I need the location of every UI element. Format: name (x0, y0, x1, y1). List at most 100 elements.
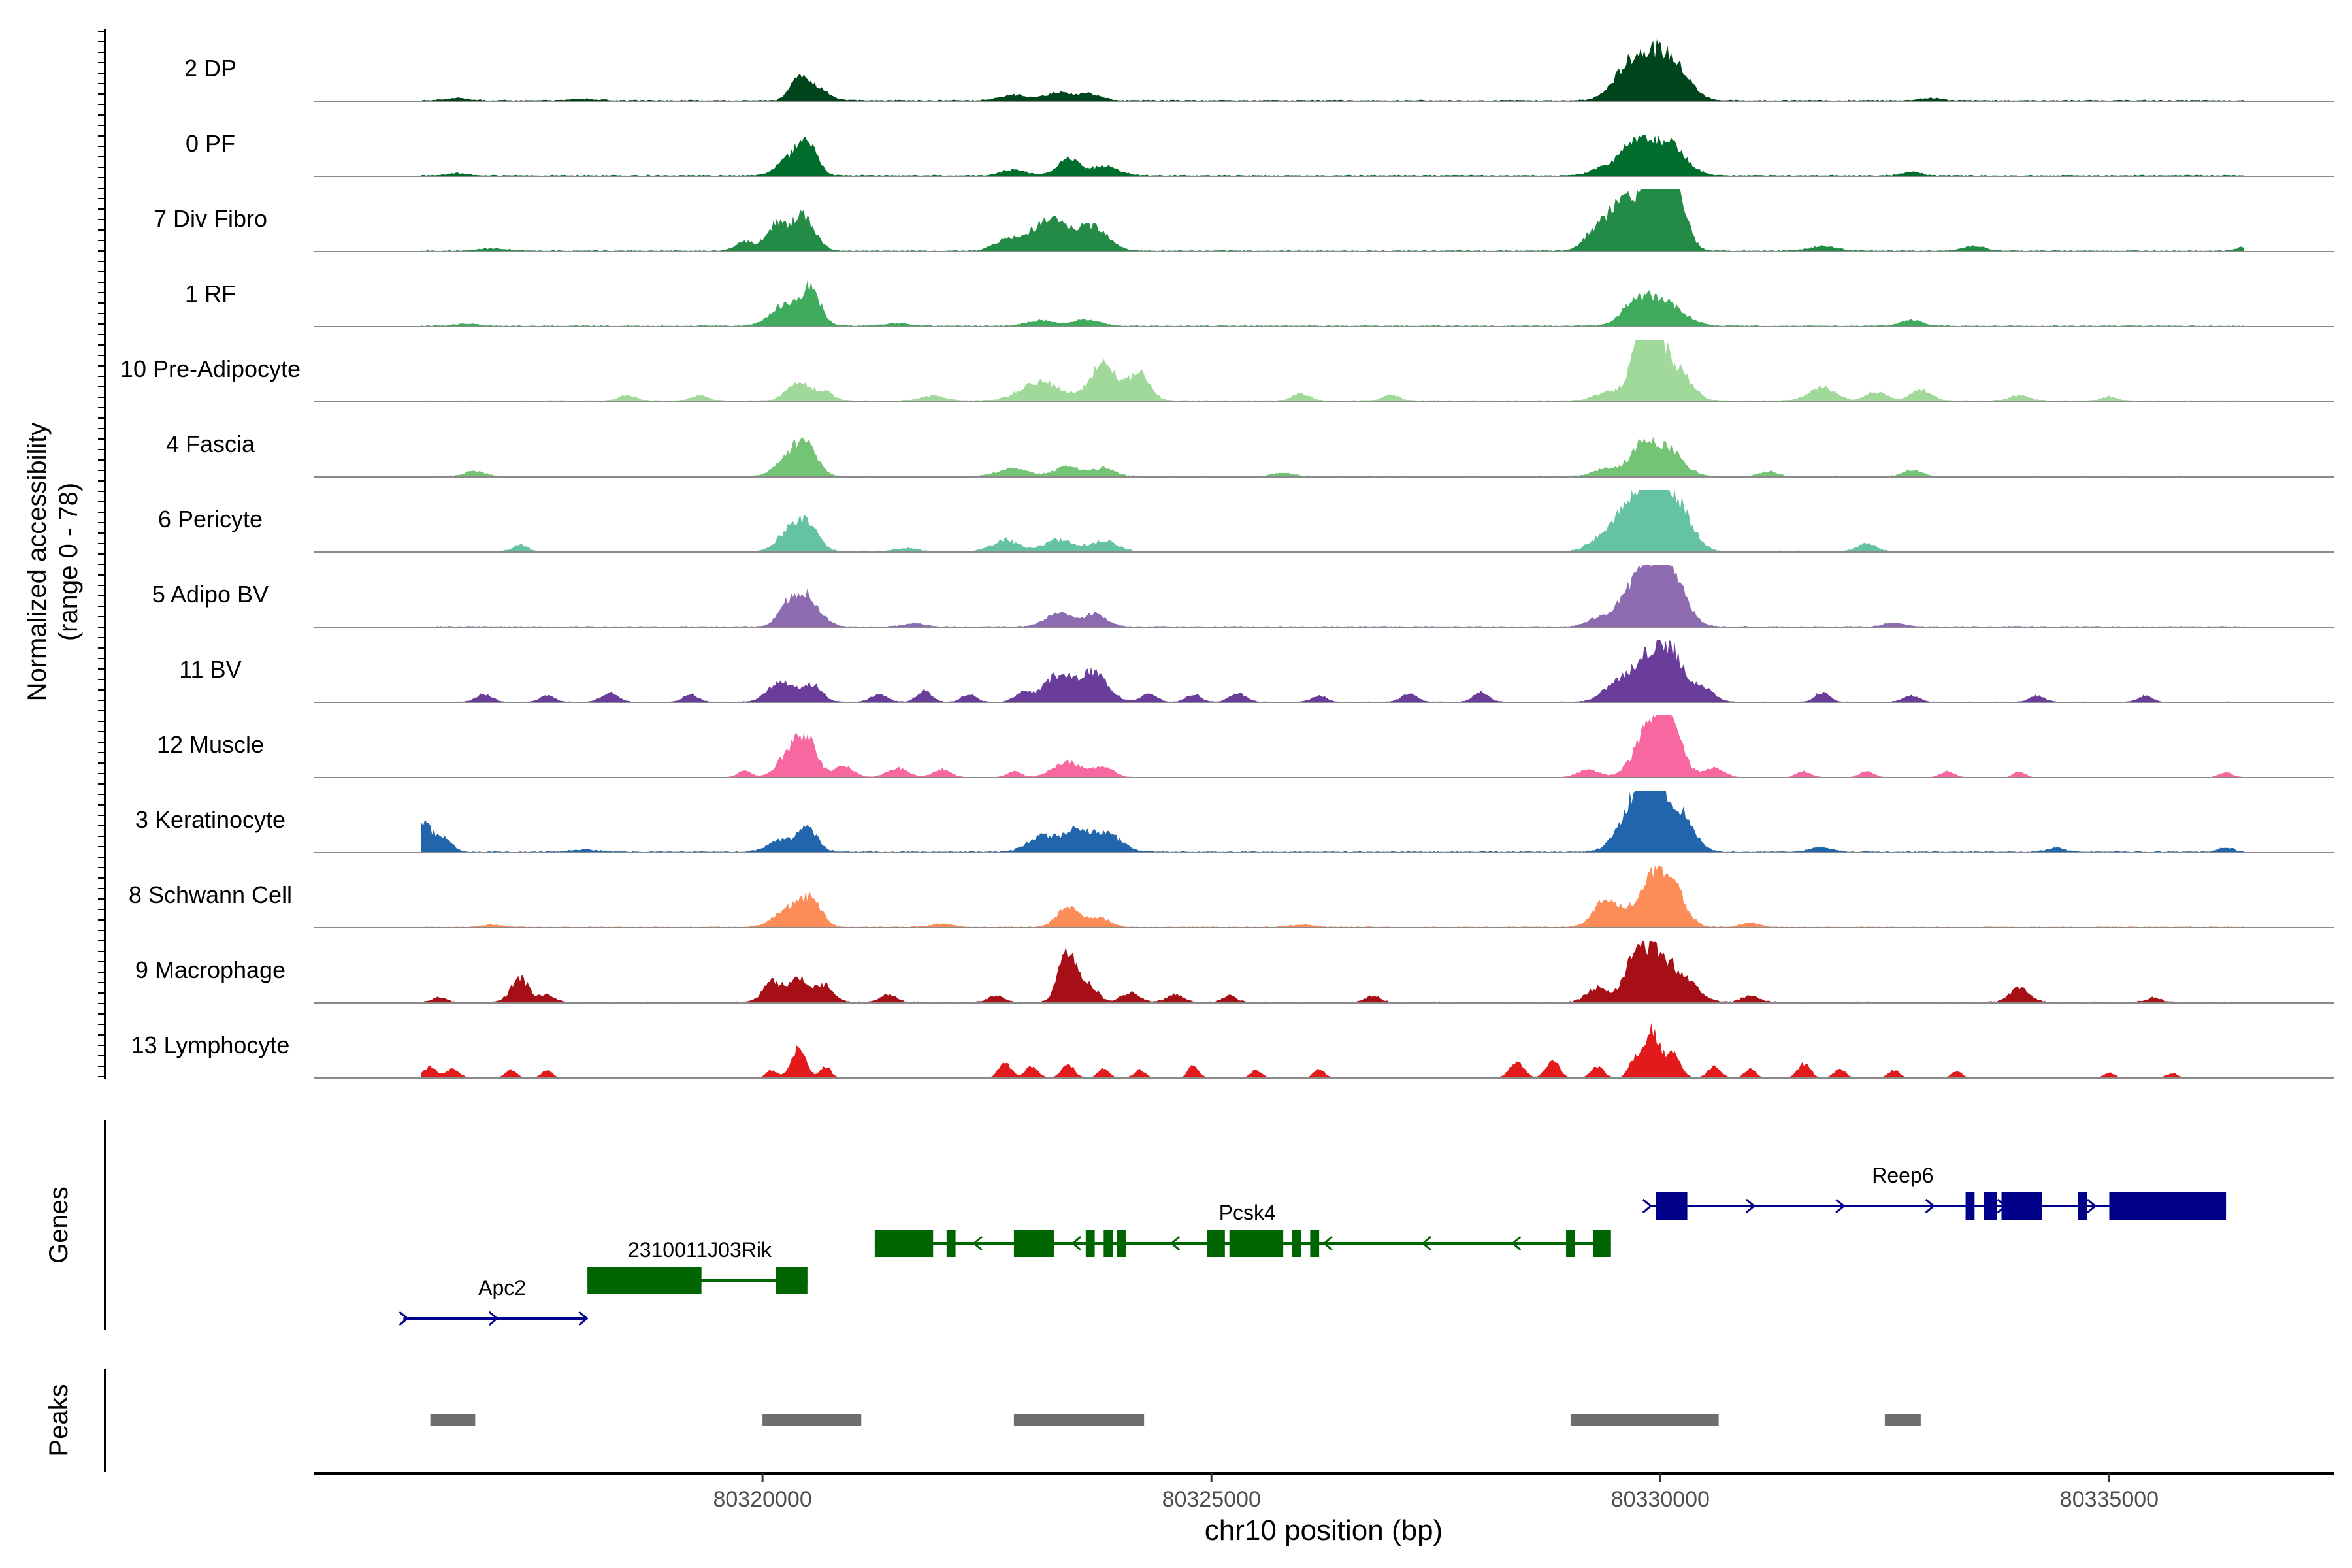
gene-exon (1310, 1230, 1320, 1257)
track-6-pericyte: 6 Pericyte (158, 490, 2334, 553)
gene-pcsk4: Pcsk4 (874, 1201, 1611, 1257)
track-11-bv: 11 BV (179, 640, 2334, 703)
track-12-muscle: 12 Muscle (157, 715, 2334, 778)
coverage-area (421, 436, 2244, 477)
track-8-schwann-cell: 8 Schwann Cell (129, 866, 2334, 928)
y-axis-range-label: (range 0 - 78) (54, 483, 83, 641)
x-tick-label: 80330000 (1611, 1487, 1710, 1512)
track-label: 9 Macrophage (135, 956, 286, 983)
track-13-lymphocyte: 13 Lymphocyte (131, 1022, 2334, 1079)
gene-exon (1965, 1192, 1975, 1220)
peak-region (1570, 1414, 1719, 1426)
strand-arrow (1421, 1235, 1431, 1251)
track-label: 2 DP (184, 55, 237, 82)
gene-exon (1207, 1230, 1225, 1257)
strand-arrow (1835, 1198, 1846, 1214)
gene-exon (1656, 1192, 1688, 1220)
track-9-macrophage: 9 Macrophage (135, 941, 2334, 1004)
gene-exon (1103, 1230, 1113, 1257)
x-axis-ticks: 80320000 80325000 80330000 80335000 (713, 1473, 2159, 1512)
strand-arrow (1071, 1235, 1082, 1251)
track-label: 0 PF (186, 130, 235, 157)
peak-region (430, 1414, 476, 1426)
track-7-div-fibro: 7 Div Fibro (154, 189, 2334, 252)
gene-exon (587, 1267, 702, 1294)
track-5-adipo-bv: 5 Adipo BV (152, 565, 2334, 628)
peak-region (1884, 1414, 1921, 1426)
track-10-pre-adipocyte: 10 Pre-Adipocyte (120, 340, 2334, 402)
coverage-area (421, 941, 2244, 1003)
strand-arrow (1925, 1198, 1935, 1214)
strand-arrow (399, 1311, 409, 1326)
gene-label: Reep6 (1872, 1164, 1933, 1187)
y-axis-label: Normalized accessibility (23, 423, 52, 702)
gene-exon (1566, 1230, 1575, 1257)
peaks-label: Peaks (44, 1384, 73, 1456)
strand-arrow (578, 1311, 589, 1326)
gene-exon (2078, 1192, 2087, 1220)
strand-arrow (1322, 1235, 1333, 1251)
track-label: 4 Fascia (166, 431, 255, 457)
strand-arrow (972, 1235, 983, 1251)
gene-exon (1085, 1230, 1095, 1257)
coverage-area (421, 866, 2244, 928)
track-label: 3 Keratinocyte (135, 806, 286, 833)
gene-exon (1593, 1230, 1611, 1257)
peak-region (762, 1414, 862, 1426)
coverage-area (421, 715, 2244, 777)
coverage-area (421, 134, 2244, 176)
strand-arrow (488, 1311, 499, 1326)
gene-label: Pcsk4 (1219, 1201, 1276, 1224)
coverage-area (421, 189, 2244, 252)
peak-region (1013, 1414, 1145, 1426)
genes-label: Genes (44, 1186, 73, 1264)
gene-exon (1229, 1230, 1284, 1257)
strand-arrow (1511, 1235, 1522, 1251)
track-label: 10 Pre-Adipocyte (120, 355, 301, 382)
gene-2310011j03rik: 2310011J03Rik (587, 1238, 808, 1294)
gene-label: 2310011J03Rik (628, 1238, 772, 1262)
track-label: 8 Schwann Cell (129, 881, 292, 908)
track-0-pf: 0 PF (186, 130, 2334, 177)
gene-exon (1013, 1230, 1054, 1257)
gene-exon (776, 1267, 808, 1294)
gene-exon (1292, 1230, 1301, 1257)
coverage-tracks: 2 DP 0 PF 7 Div Fibro 1 RF 10 Pre-Adipocyte 4… (120, 39, 2334, 1079)
peak-regions (430, 1414, 1921, 1426)
gene-apc2: Apc2 (399, 1276, 589, 1326)
track-2-dp: 2 DP (184, 39, 2334, 102)
coverage-area (421, 280, 2244, 327)
x-tick-label: 80325000 (1162, 1487, 1261, 1512)
track-label: 5 Adipo BV (152, 581, 269, 608)
peaks-panel: Peaks (44, 1369, 1921, 1472)
strand-arrow (2086, 1198, 2097, 1214)
track-label: 12 Muscle (157, 731, 264, 758)
coverage-area (421, 791, 2244, 853)
gene-models: Apc2 2310011J03Rik Pcsk4 Reep6 (399, 1164, 2227, 1326)
strand-arrow (1642, 1198, 1653, 1214)
strand-arrow (1169, 1235, 1181, 1251)
coverage-area (421, 1022, 2244, 1078)
gene-exon (2109, 1192, 2227, 1220)
track-label: 11 BV (179, 656, 241, 683)
strand-arrow (1745, 1198, 1756, 1214)
gene-exon (946, 1230, 956, 1257)
coverage-area (421, 490, 2244, 552)
coverage-area (421, 39, 2244, 101)
x-tick-label: 80335000 (2060, 1487, 2159, 1512)
coverage-axis (98, 29, 106, 1079)
track-label: 1 RF (185, 280, 236, 307)
gene-exon (1117, 1230, 1126, 1257)
coverage-area (421, 565, 2244, 627)
gene-reep6: Reep6 (1642, 1164, 2227, 1220)
strand-arrow (1997, 1198, 2007, 1214)
track-3-keratinocyte: 3 Keratinocyte (135, 791, 2334, 853)
x-tick-label: 80320000 (713, 1487, 811, 1512)
coverage-area (421, 640, 2244, 702)
gene-exon (1984, 1192, 1997, 1220)
gene-exon (874, 1230, 934, 1257)
coverage-area (421, 340, 2244, 402)
track-4-fascia: 4 Fascia (166, 431, 2334, 478)
gene-label: Apc2 (478, 1276, 526, 1299)
